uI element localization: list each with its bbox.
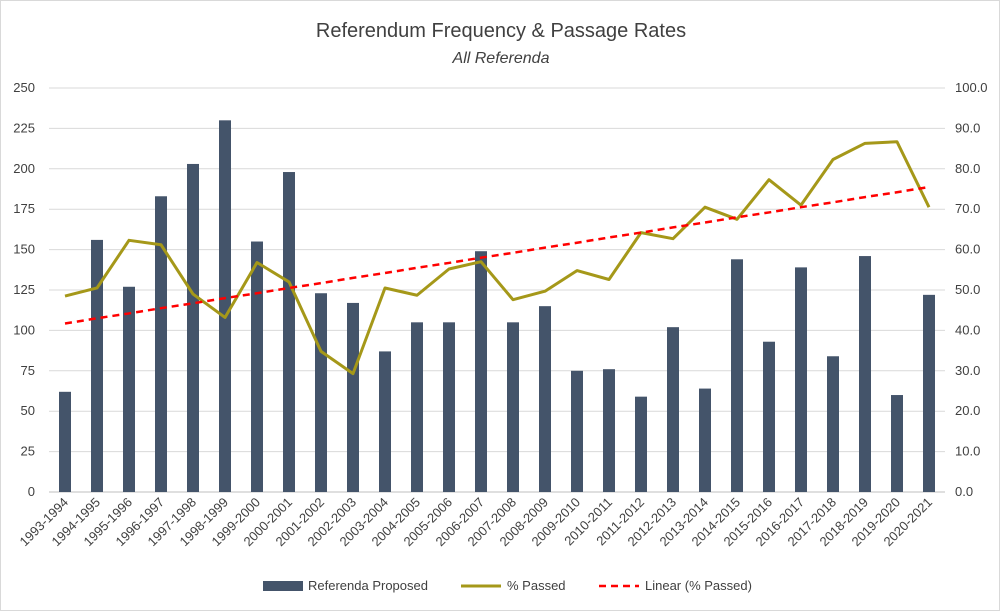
bar xyxy=(155,196,167,492)
left-axis-tick-label: 200 xyxy=(13,161,35,176)
bar xyxy=(347,302,359,492)
bar xyxy=(699,388,711,492)
right-axis-tick-label: 20.0 xyxy=(955,403,980,418)
bar xyxy=(283,172,295,493)
left-axis-tick-label: 0 xyxy=(28,484,35,499)
trendline xyxy=(64,185,930,325)
right-axis-tick-label: 0.0 xyxy=(955,484,973,499)
left-axis-ticks: 0 25 50 75 100 125 150 175 200 225 250 xyxy=(13,80,35,499)
bar xyxy=(475,251,487,492)
legend-swatch-referenda-proposed xyxy=(263,581,303,591)
bar xyxy=(315,293,327,492)
bar xyxy=(507,322,519,492)
left-axis-tick-label: 50 xyxy=(21,403,35,418)
legend-label-passed: % Passed xyxy=(507,578,566,593)
right-axis-tick-label: 10.0 xyxy=(955,444,980,459)
left-axis-tick-label: 175 xyxy=(13,201,35,216)
chart-subtitle: All Referenda xyxy=(452,50,550,67)
bar xyxy=(923,294,935,492)
right-axis-tick-label: 90.0 xyxy=(955,120,980,135)
bar xyxy=(827,356,839,492)
left-axis-tick-label: 75 xyxy=(21,363,35,378)
right-axis-tick-label: 30.0 xyxy=(955,363,980,378)
legend: Referenda Proposed % Passed Linear (% Pass… xyxy=(263,578,752,593)
bar xyxy=(123,286,135,492)
legend-label-linear-passed: Linear (% Passed) xyxy=(645,578,752,593)
bar xyxy=(763,341,775,492)
right-axis-tick-label: 70.0 xyxy=(955,201,980,216)
right-axis-tick-label: 40.0 xyxy=(955,322,980,337)
bar xyxy=(731,259,743,492)
bar xyxy=(571,370,583,492)
bar xyxy=(251,241,263,492)
bar xyxy=(411,322,423,492)
left-axis-tick-label: 150 xyxy=(13,242,35,257)
left-axis-tick-label: 25 xyxy=(21,444,35,459)
bar xyxy=(603,369,615,492)
bar xyxy=(635,396,647,492)
right-axis-ticks: 0.0 10.0 20.0 30.0 40.0 50.0 60.0 70.0 80.0 90.0 1… xyxy=(955,80,988,499)
bar xyxy=(891,395,903,492)
right-axis-tick-label: 80.0 xyxy=(955,161,980,176)
bar-series xyxy=(59,120,935,493)
bar xyxy=(187,163,199,492)
left-axis-tick-label: 250 xyxy=(13,80,35,95)
bar xyxy=(667,327,679,492)
x-axis-ticks: 1993-19941994-19951995-19961996-19971997… xyxy=(17,495,936,550)
gridlines xyxy=(49,87,945,493)
line-series xyxy=(64,140,931,376)
right-axis-tick-label: 60.0 xyxy=(955,242,980,257)
left-axis-tick-label: 225 xyxy=(13,120,35,135)
left-axis-tick-label: 100 xyxy=(13,322,35,337)
passed-line xyxy=(64,140,931,376)
bar xyxy=(859,256,871,492)
bar xyxy=(219,120,231,492)
left-axis-tick-label: 125 xyxy=(13,282,35,297)
bar xyxy=(795,267,807,492)
chart-title: Referendum Frequency & Passage Rates xyxy=(316,20,686,42)
right-axis-tick-label: 100.0 xyxy=(955,80,988,95)
bar xyxy=(379,351,391,492)
right-axis-tick-label: 50.0 xyxy=(955,282,980,297)
bar xyxy=(91,239,103,492)
bar xyxy=(443,322,455,492)
bar xyxy=(59,391,71,492)
legend-label-referenda-proposed: Referenda Proposed xyxy=(308,578,428,593)
bar xyxy=(539,306,551,492)
